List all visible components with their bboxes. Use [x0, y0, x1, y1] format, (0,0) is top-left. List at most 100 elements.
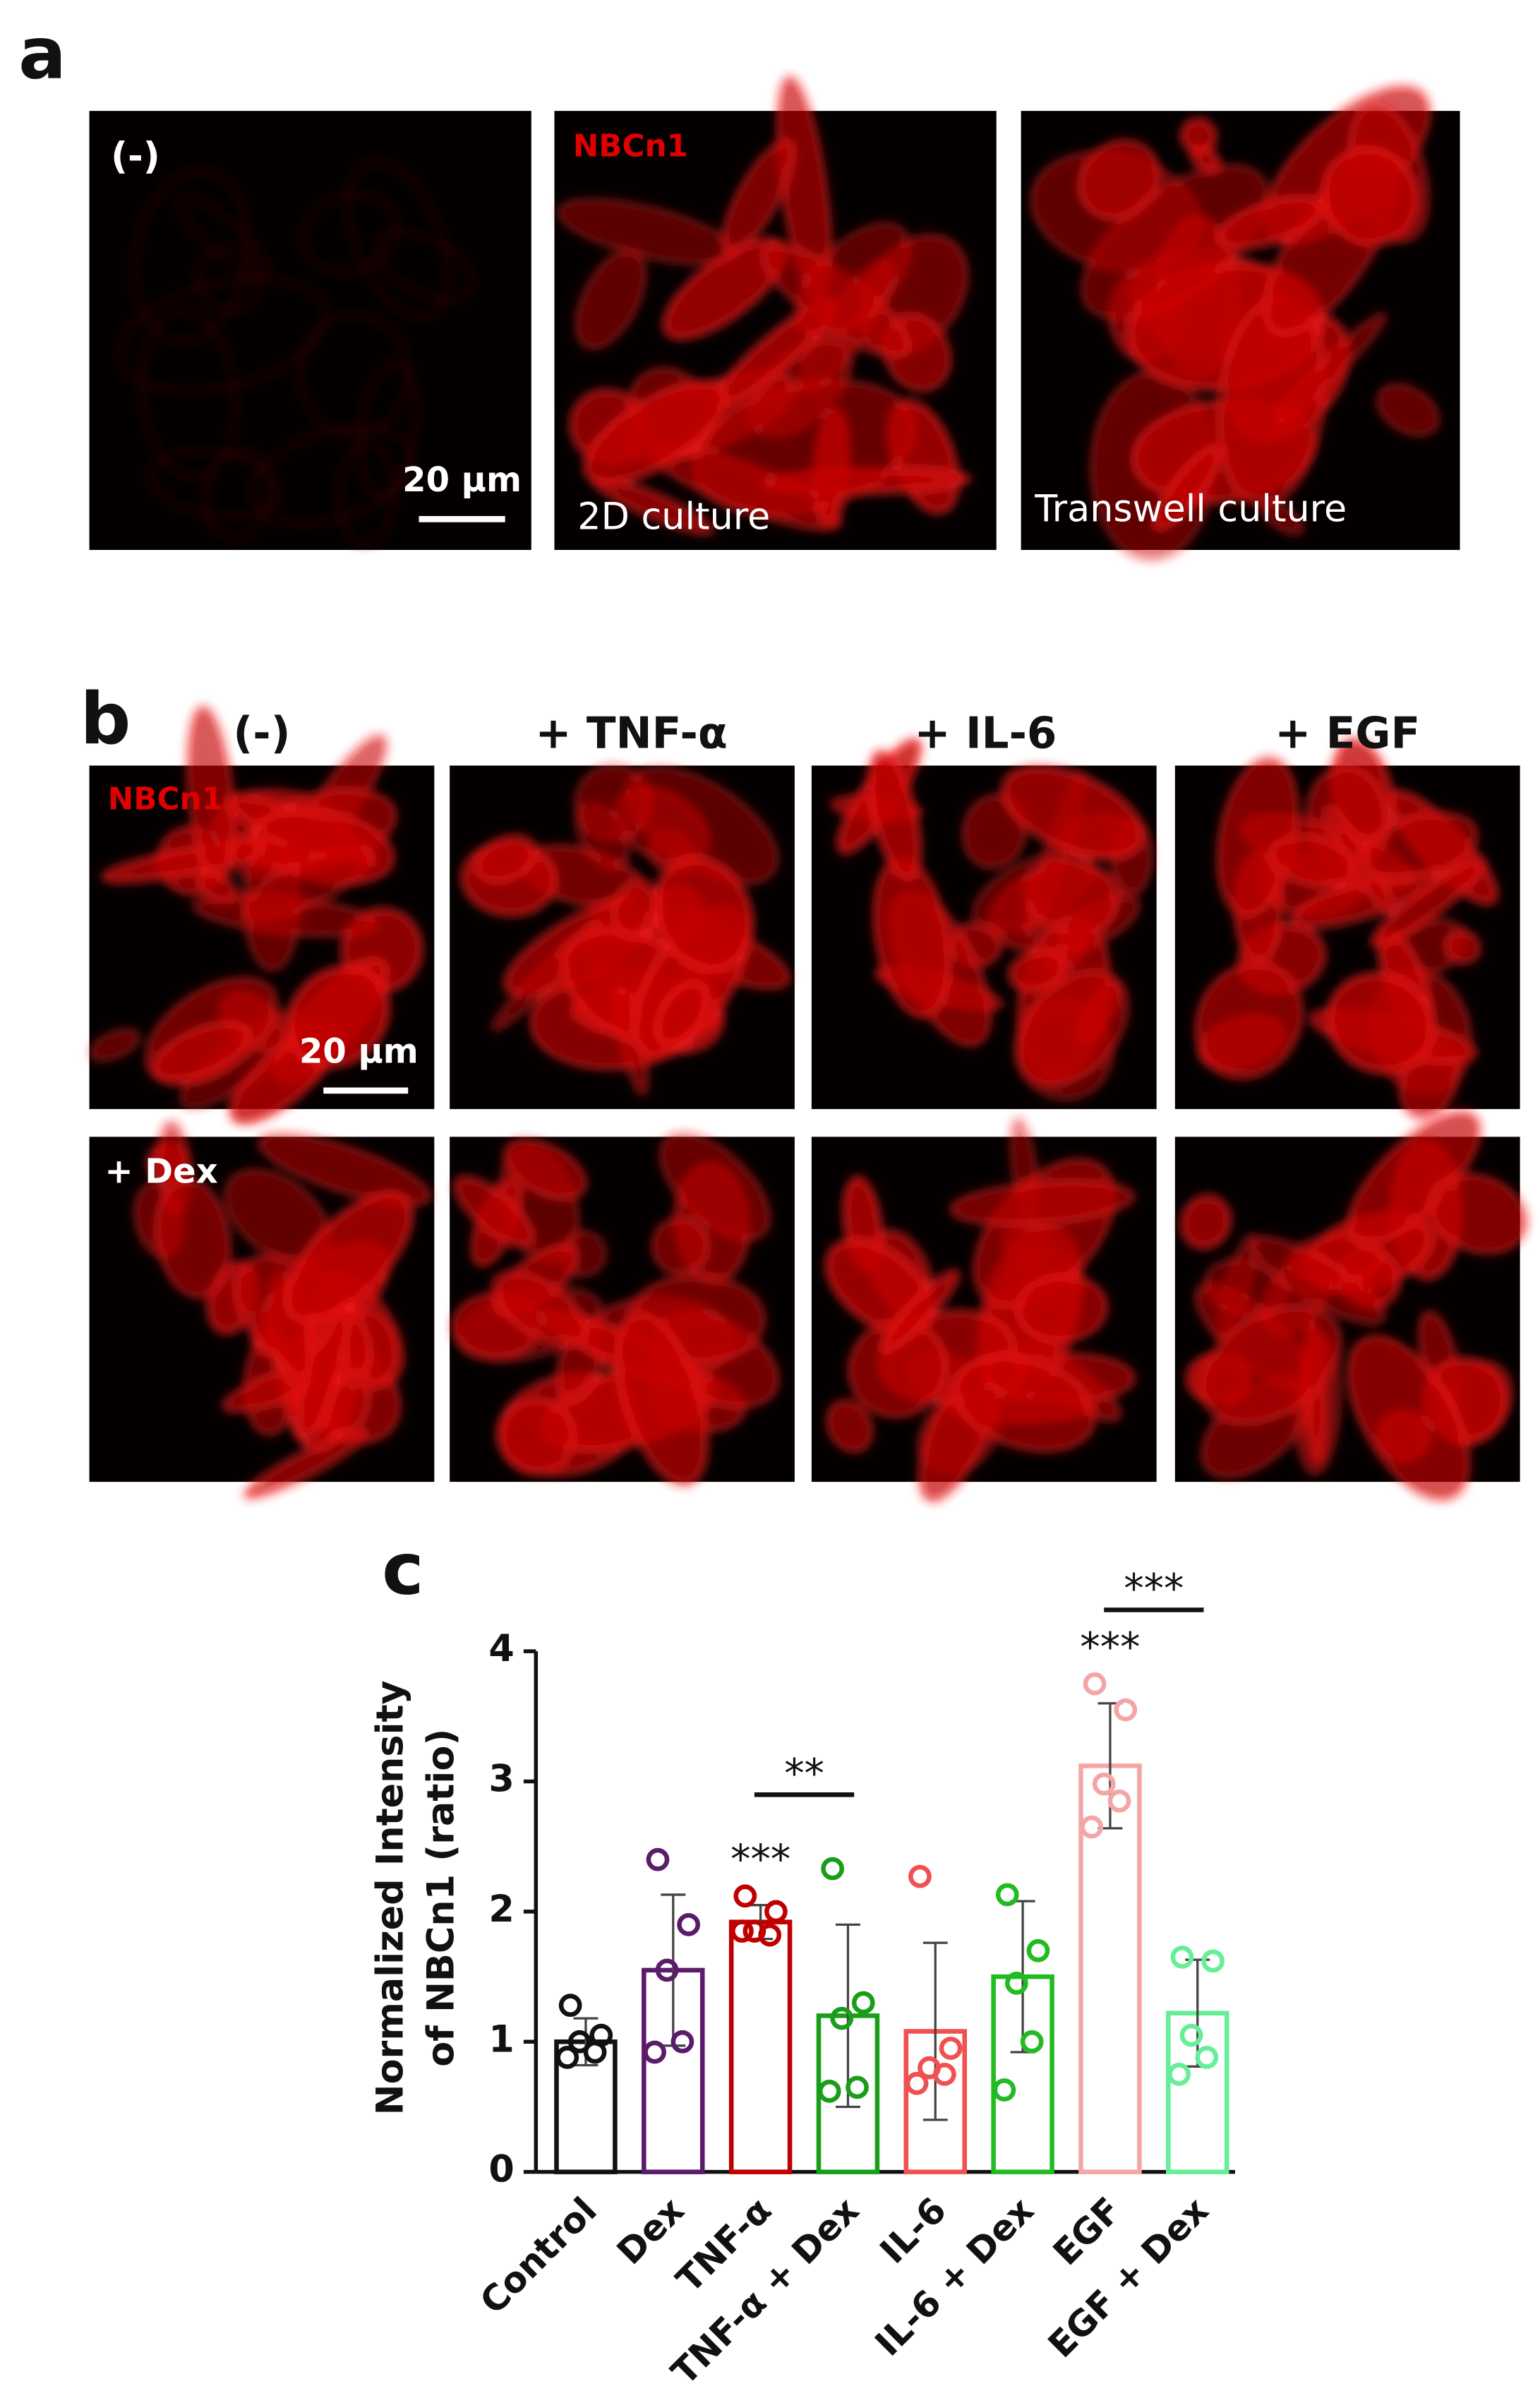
cell [655, 981, 709, 1047]
cell [503, 1138, 587, 1201]
data-point [817, 2079, 841, 2103]
cell [1249, 1235, 1386, 1325]
cell [1359, 811, 1479, 884]
data-point [851, 1991, 875, 2015]
cell [848, 1319, 948, 1418]
column-header: (-) [233, 709, 290, 759]
cell [155, 1177, 231, 1299]
cell [133, 169, 250, 344]
cell [491, 1270, 588, 1347]
cell [880, 1269, 960, 1353]
data-point [905, 2071, 929, 2095]
label: Transwell culture [1034, 487, 1347, 530]
cell [152, 1021, 251, 1083]
x-tick-label: EGF + Dex [1040, 2189, 1216, 2366]
cell [1269, 834, 1357, 888]
cell [653, 856, 754, 972]
data-point [655, 1958, 679, 1982]
error-bar [836, 1923, 860, 2109]
micrograph [89, 111, 531, 551]
cell [284, 1191, 414, 1323]
bar [728, 1919, 793, 2174]
cell [195, 246, 261, 313]
cells [557, 75, 971, 535]
stain-label: NBCn1 [573, 128, 688, 164]
data-point [908, 1864, 932, 1888]
cells [451, 1132, 780, 1487]
cell [1428, 1173, 1529, 1254]
cell [297, 313, 411, 436]
cell [1216, 196, 1324, 250]
cell [1347, 1335, 1471, 1502]
data-point [1167, 2063, 1191, 2086]
data-point [646, 1847, 670, 1871]
cell [583, 380, 728, 486]
cells [1180, 1110, 1529, 1502]
data-point [933, 2063, 956, 2086]
data-point [1201, 1949, 1225, 1973]
cell [693, 379, 916, 517]
data-point [1083, 1672, 1107, 1696]
cell [286, 965, 390, 1068]
cells [1194, 737, 1498, 1120]
cell [983, 1351, 1025, 1391]
cell [615, 1312, 709, 1487]
data-point [995, 1883, 1019, 1907]
y-tick-label: 3 [488, 1758, 514, 1801]
cell [1203, 1257, 1288, 1318]
cell [498, 1397, 576, 1476]
cell [1024, 858, 1117, 935]
cell [721, 139, 796, 254]
cell [337, 441, 395, 546]
cell [250, 426, 414, 525]
data-point [1005, 1971, 1028, 1995]
cell [1444, 929, 1481, 965]
data-point [1107, 1789, 1131, 1813]
column-header: + TNF-α [535, 709, 727, 759]
cell [1326, 972, 1436, 1074]
cells [89, 705, 423, 1125]
cell [358, 360, 418, 498]
cell [1001, 765, 1145, 860]
cell [1153, 445, 1222, 532]
data-point [830, 2006, 854, 2030]
cells [825, 1117, 1136, 1503]
cell [243, 1429, 368, 1500]
cell [1199, 1305, 1342, 1425]
column-header: + EGF [1275, 709, 1420, 759]
cell [1081, 164, 1270, 320]
cell [1376, 383, 1440, 437]
panel-label: a [18, 12, 66, 95]
cell [1273, 312, 1387, 426]
cell [140, 308, 236, 480]
cell [1370, 858, 1487, 948]
data-point [1092, 1772, 1116, 1796]
x-tick-label: Control [471, 2189, 604, 2322]
data-point [730, 1919, 754, 1943]
cell [826, 1399, 874, 1453]
y-tick-label: 4 [488, 1627, 514, 1670]
y-axis-label: Normalized Intensity [368, 1680, 411, 2115]
significance: *** [730, 1836, 790, 1883]
column-header: + IL-6 [915, 709, 1057, 759]
cell [574, 763, 652, 843]
panel-label: c [382, 1528, 424, 1610]
data-point [1170, 1946, 1194, 1969]
significance: *** [1080, 1624, 1140, 1671]
cells [133, 1120, 432, 1500]
error-bar [922, 1941, 948, 2121]
cells [1030, 85, 1440, 562]
cell [1180, 117, 1217, 155]
y-tick-label: 0 [488, 2148, 514, 2191]
cell [148, 450, 280, 519]
stain-label: NBCn1 [108, 781, 223, 817]
cell [375, 230, 474, 301]
data-point [846, 2075, 869, 2099]
cell [1321, 147, 1419, 246]
scale-label: 20 µm [402, 460, 522, 500]
data-point [558, 1994, 582, 2018]
cell [258, 1132, 432, 1207]
data-point [567, 2030, 591, 2054]
cell [241, 848, 371, 921]
